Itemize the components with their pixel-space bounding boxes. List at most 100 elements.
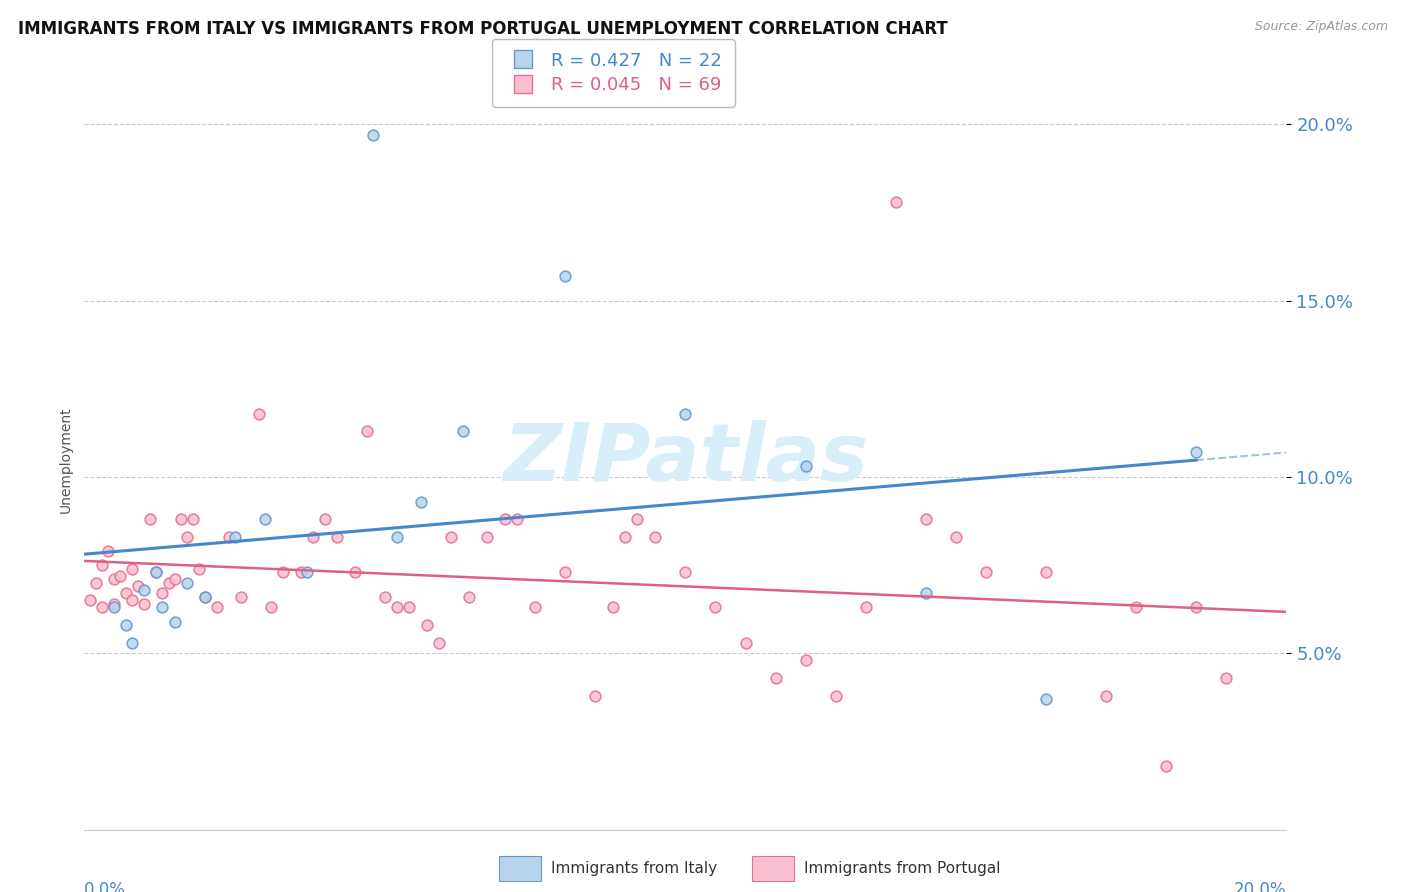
Point	[103, 600, 125, 615]
Text: Immigrants from Italy: Immigrants from Italy	[551, 862, 717, 876]
Point	[794, 653, 817, 667]
Point	[194, 590, 217, 604]
Text: IMMIGRANTS FROM ITALY VS IMMIGRANTS FROM PORTUGAL UNEMPLOYMENT CORRELATION CHART: IMMIGRANTS FROM ITALY VS IMMIGRANTS FROM…	[18, 20, 948, 37]
Point	[458, 590, 481, 604]
Point	[145, 565, 167, 579]
Point	[91, 558, 114, 573]
Point	[554, 268, 576, 283]
Point	[704, 600, 727, 615]
Point	[343, 565, 366, 579]
Point	[326, 530, 349, 544]
Point	[1125, 600, 1147, 615]
Point	[301, 530, 323, 544]
Point	[103, 597, 125, 611]
Legend: R = 0.427   N = 22, R = 0.045   N = 69: R = 0.427 N = 22, R = 0.045 N = 69	[492, 39, 735, 107]
Point	[157, 575, 180, 590]
Point	[734, 636, 756, 650]
Point	[675, 565, 697, 579]
Point	[1035, 692, 1057, 706]
Point	[356, 424, 378, 438]
Point	[644, 530, 666, 544]
Point	[602, 600, 624, 615]
Point	[554, 565, 576, 579]
Point	[524, 600, 547, 615]
Point	[145, 565, 167, 579]
Point	[229, 590, 252, 604]
Point	[218, 530, 240, 544]
Point	[1156, 759, 1178, 773]
Point	[974, 565, 997, 579]
Point	[152, 586, 174, 600]
Point	[79, 593, 101, 607]
Text: Immigrants from Portugal: Immigrants from Portugal	[804, 862, 1001, 876]
Point	[374, 590, 396, 604]
Point	[451, 424, 474, 438]
Point	[427, 636, 450, 650]
Point	[91, 600, 114, 615]
Point	[385, 600, 408, 615]
Point	[385, 530, 408, 544]
Point	[494, 512, 516, 526]
Point	[824, 689, 846, 703]
Point	[163, 615, 186, 629]
Point	[614, 530, 637, 544]
Point	[115, 618, 138, 632]
Point	[506, 512, 529, 526]
Y-axis label: Unemployment: Unemployment	[59, 406, 73, 513]
Point	[398, 600, 420, 615]
Point	[163, 572, 186, 586]
Point	[409, 494, 432, 508]
Point	[1185, 600, 1208, 615]
Point	[152, 600, 174, 615]
Point	[181, 512, 204, 526]
Point	[626, 512, 648, 526]
Point	[176, 530, 198, 544]
Point	[253, 512, 276, 526]
Point	[224, 530, 246, 544]
Point	[945, 530, 967, 544]
Point	[416, 618, 439, 632]
Point	[884, 194, 907, 209]
Point	[794, 459, 817, 474]
Text: 20.0%: 20.0%	[1234, 881, 1286, 892]
Point	[295, 565, 318, 579]
Point	[86, 575, 108, 590]
Text: 0.0%: 0.0%	[84, 881, 127, 892]
Point	[915, 512, 938, 526]
Point	[765, 671, 787, 685]
Point	[127, 579, 149, 593]
Point	[290, 565, 312, 579]
Point	[194, 590, 217, 604]
Point	[134, 597, 156, 611]
Point	[187, 562, 209, 576]
Point	[314, 512, 336, 526]
Point	[121, 593, 143, 607]
Point	[134, 582, 156, 597]
Point	[1185, 445, 1208, 459]
Point	[583, 689, 606, 703]
Point	[176, 575, 198, 590]
Point	[475, 530, 498, 544]
Point	[675, 407, 697, 421]
Point	[115, 586, 138, 600]
Point	[260, 600, 283, 615]
Point	[915, 586, 938, 600]
Point	[97, 544, 120, 558]
Point	[1215, 671, 1237, 685]
Point	[247, 407, 270, 421]
Point	[271, 565, 294, 579]
Point	[205, 600, 228, 615]
Text: ZIPatlas: ZIPatlas	[503, 420, 868, 499]
Point	[169, 512, 191, 526]
Point	[103, 572, 125, 586]
Point	[440, 530, 463, 544]
Point	[139, 512, 162, 526]
Point	[855, 600, 877, 615]
Point	[110, 568, 132, 582]
Point	[1095, 689, 1118, 703]
Point	[121, 562, 143, 576]
Point	[361, 128, 384, 142]
Text: Source: ZipAtlas.com: Source: ZipAtlas.com	[1254, 20, 1388, 33]
Point	[1035, 565, 1057, 579]
Point	[121, 636, 143, 650]
